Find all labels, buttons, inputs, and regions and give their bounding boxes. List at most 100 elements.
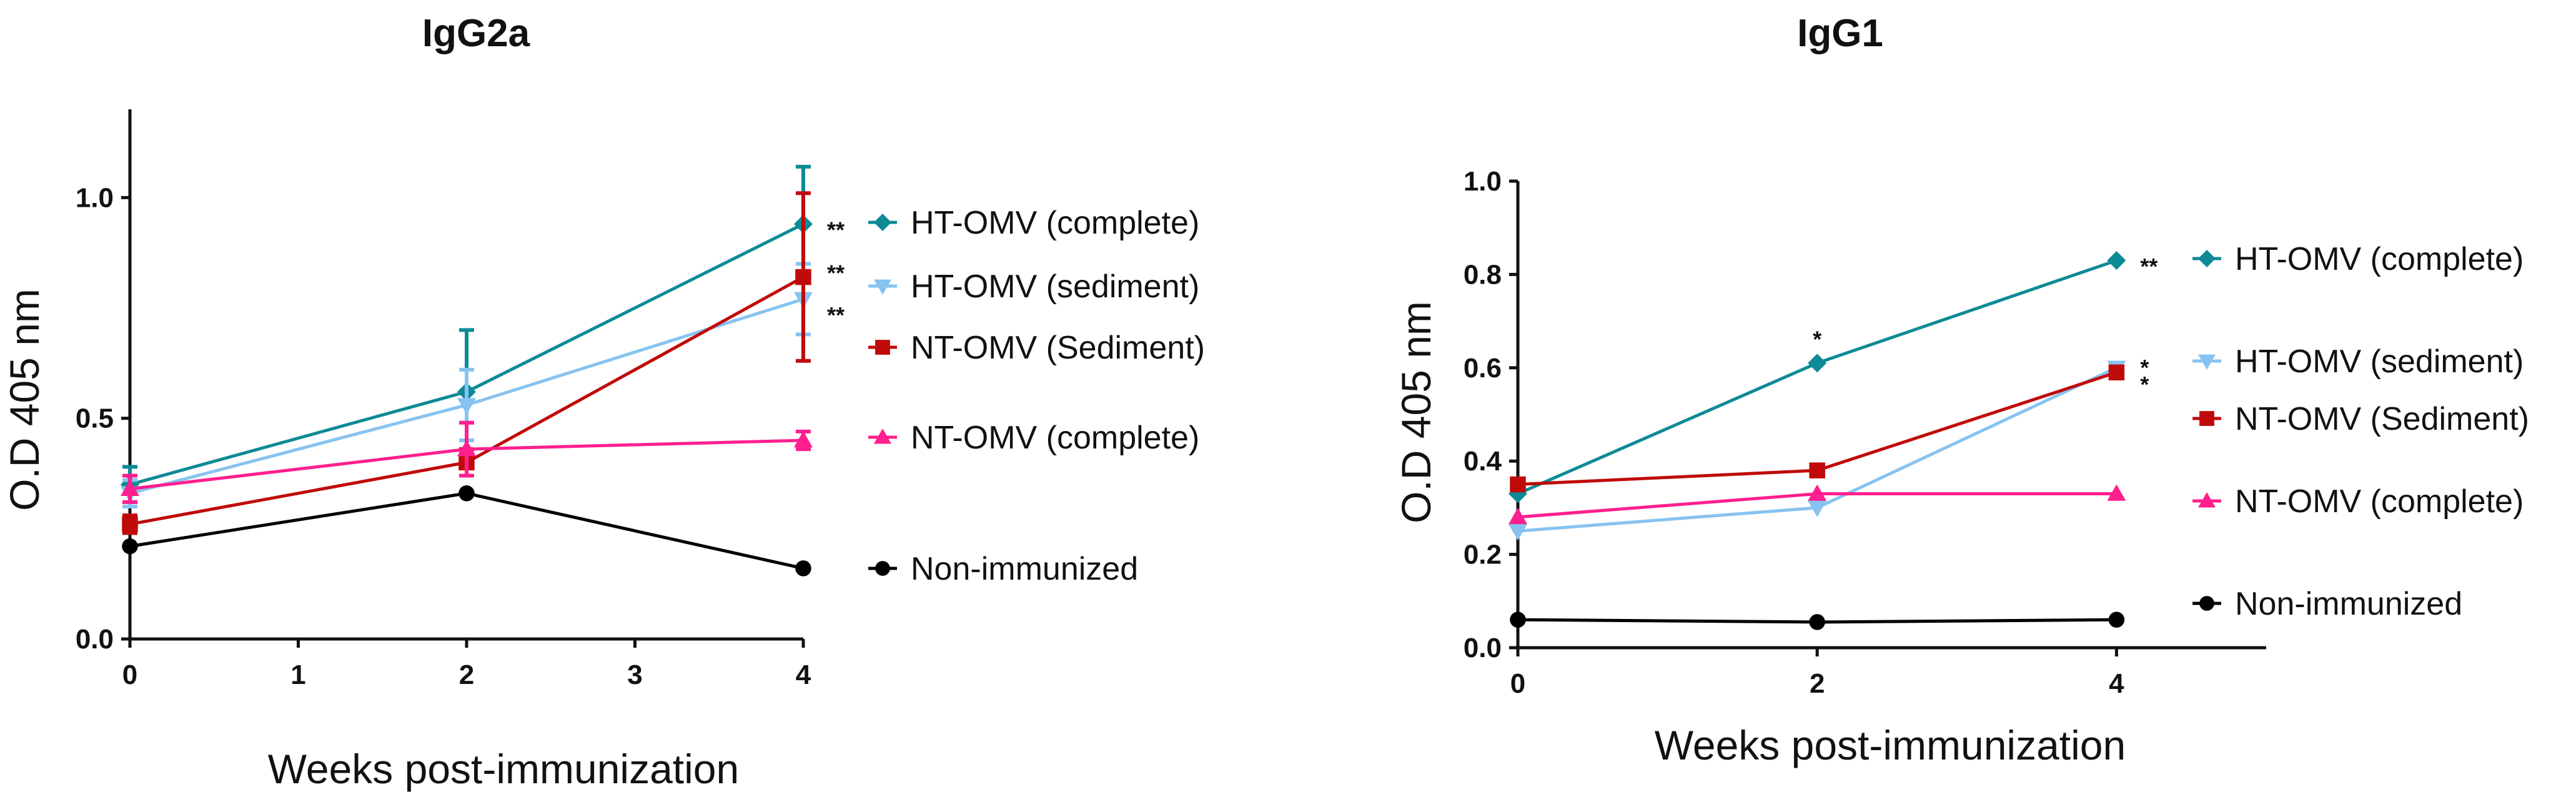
legend-marker (874, 214, 891, 231)
significance-label: * (1813, 326, 1821, 352)
y-tick-label: 0.5 (76, 404, 114, 434)
y-tick-label: 0.6 (1464, 353, 1502, 384)
legend-item: HT-OMV (complete) (868, 205, 1199, 241)
legend-marker (2199, 596, 2214, 611)
data-point (2107, 250, 2126, 270)
data-point (1510, 476, 1526, 493)
legend-label: NT-OMV (Sediment) (911, 330, 1205, 366)
series-layer: ** ** ** (121, 164, 845, 577)
significance-label: ** (827, 302, 845, 328)
series-ht-omv-complete: ** (121, 164, 845, 504)
legend-marker (874, 279, 891, 295)
series-nt-omv-sediment: * (1510, 364, 2149, 493)
legend-item: NT-OMV (Sediment) (868, 330, 1205, 366)
chart-igg2a: IgG2a O.D 405 nm Weeks post-immunization… (1, 12, 1205, 792)
legend-label: HT-OMV (sediment) (911, 269, 1199, 305)
legend-marker (2198, 354, 2216, 370)
data-point (1809, 614, 1825, 630)
data-point (1808, 354, 1827, 373)
data-point (794, 431, 813, 448)
x-axis-label: Weeks post-immunization (1655, 722, 2126, 768)
data-point (2108, 611, 2125, 628)
legend-item: Non-immunized (2192, 586, 2462, 622)
data-point (1808, 500, 1827, 517)
legend-label: NT-OMV (complete) (2235, 483, 2524, 520)
series-layer: ***** (1508, 250, 2157, 630)
x-tick-label: 4 (796, 660, 811, 690)
data-point (795, 560, 811, 577)
y-tick-label: 0.2 (1464, 540, 1502, 570)
legend-label: Non-immunized (2235, 586, 2462, 622)
significance-label: * (2140, 372, 2149, 397)
series-ht-omv-sediment: * (1508, 355, 2149, 541)
x-tick-label: 2 (1810, 668, 1825, 699)
legend-label: NT-OMV (Sediment) (2235, 401, 2529, 437)
series-nt-omv-complete (121, 420, 813, 504)
data-point (2107, 484, 2126, 501)
y-tick-label: 0.0 (1464, 633, 1502, 663)
series-ht-omv-complete: *** (1508, 250, 2157, 503)
data-point (457, 398, 476, 415)
x-tick-label: 4 (2109, 668, 2124, 699)
legend-label: HT-OMV (complete) (2235, 241, 2524, 277)
legend: HT-OMV (complete) HT-OMV (sediment) NT-OMV… (2192, 241, 2529, 622)
legend-item: NT-OMV (complete) (2192, 483, 2524, 520)
y-tick-label: 1.0 (76, 182, 114, 213)
data-point (1508, 524, 1527, 541)
legend-item: NT-OMV (Sediment) (2192, 401, 2529, 437)
series-non-immunized (1510, 611, 2125, 630)
legend-marker (2198, 492, 2216, 508)
chart-title: IgG2a (422, 12, 530, 55)
y-axis-label: O.D 405 nm (1, 289, 47, 511)
x-tick-label: 0 (122, 660, 137, 690)
significance-label: * (2140, 355, 2149, 380)
legend-item: HT-OMV (complete) (2192, 241, 2524, 277)
series-nt-omv-sediment: ** (122, 191, 845, 535)
legend-marker (874, 428, 891, 444)
x-tick-label: 3 (627, 660, 642, 690)
data-point (2108, 364, 2125, 381)
chart-igg1: IgG1 O.D 405 nm Weeks post-immunization … (1393, 12, 2529, 768)
data-point (122, 538, 138, 555)
legend-item: NT-OMV (complete) (868, 420, 1199, 456)
data-point (1508, 507, 1527, 525)
series-line (1517, 259, 2118, 495)
y-tick-label: 0.8 (1464, 259, 1502, 290)
series-nt-omv-complete (1508, 484, 2126, 525)
ticks: 0.0 0.5 1.0 0 1 2 3 4 (76, 182, 811, 690)
data-point (1809, 462, 1825, 478)
chart-title: IgG1 (1797, 12, 1883, 55)
legend-item: HT-OMV (sediment) (2192, 344, 2524, 380)
legend-label: Non-immunized (911, 551, 1138, 587)
data-point (795, 269, 811, 285)
significance-label: ** (827, 217, 845, 243)
data-point (122, 516, 138, 533)
data-point (121, 479, 139, 496)
x-tick-label: 1 (290, 660, 305, 690)
series-non-immunized (122, 485, 811, 577)
ticks: 0.0 0.2 0.4 0.6 0.8 1.0 0 2 4 (1464, 166, 2124, 699)
y-tick-label: 1.0 (1464, 166, 1502, 197)
x-tick-label: 0 (1510, 668, 1525, 699)
legend-label: NT-OMV (complete) (911, 420, 1199, 456)
x-tick-label: 2 (459, 660, 474, 690)
significance-label: ** (827, 260, 845, 286)
legend-label: HT-OMV (sediment) (2235, 344, 2524, 380)
legend: HT-OMV (complete) HT-OMV (sediment) NT-OMV… (868, 205, 1205, 587)
legend-marker (2198, 250, 2216, 267)
legend-marker (875, 340, 890, 355)
legend-item: HT-OMV (sediment) (868, 269, 1199, 305)
legend-marker (2199, 411, 2214, 426)
legend-item: Non-immunized (868, 551, 1138, 587)
legend-label: HT-OMV (complete) (911, 205, 1199, 241)
significance-label: ** (2140, 254, 2157, 279)
data-point (1510, 611, 1526, 628)
data-point (457, 440, 476, 457)
y-axis-label: O.D 405 nm (1393, 301, 1439, 523)
y-tick-label: 0.4 (1464, 446, 1502, 477)
x-axis-label: Weeks post-immunization (268, 746, 739, 792)
data-point (458, 485, 475, 502)
legend-marker (875, 561, 890, 576)
data-point (1808, 484, 1827, 501)
